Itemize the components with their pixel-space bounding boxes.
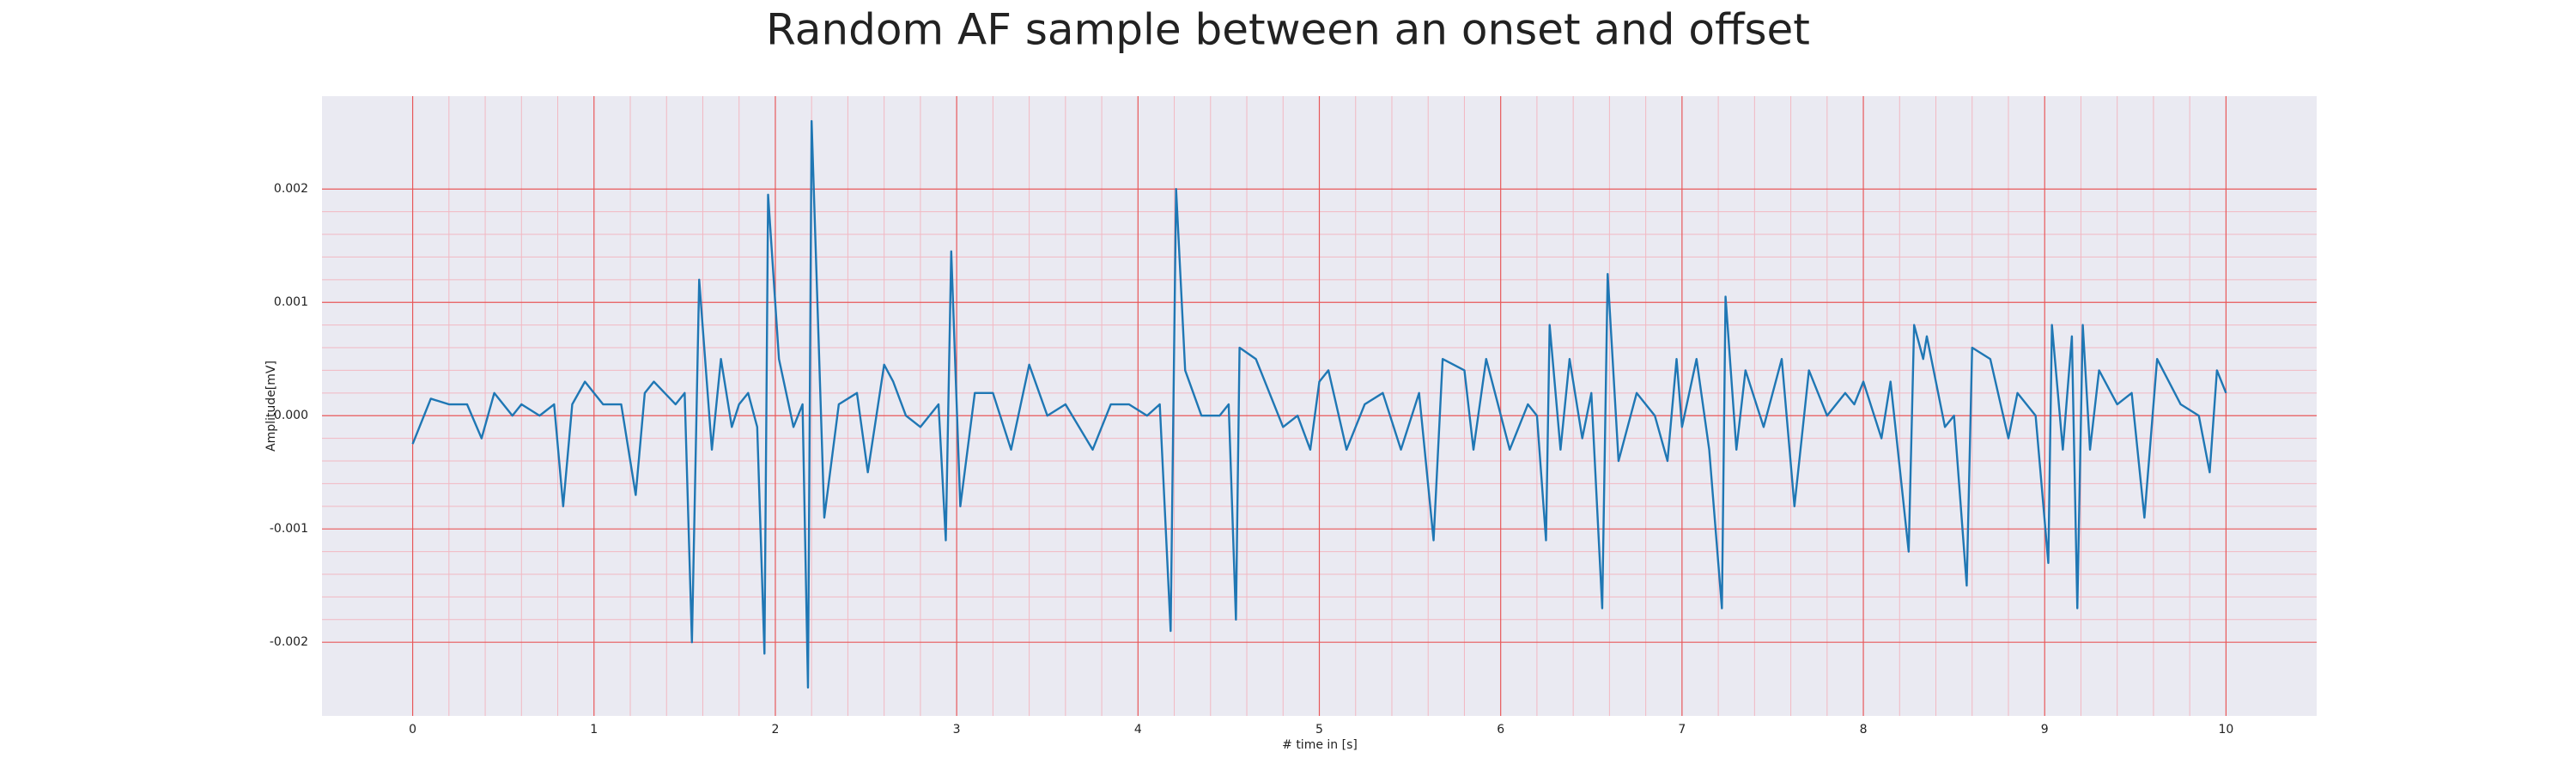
x-tick-label: 9 xyxy=(2041,723,2049,737)
y-axis-label: Amplitude[mV] xyxy=(264,361,278,452)
x-tick-label: 0 xyxy=(409,723,416,737)
y-tick-label: -0.002 xyxy=(270,635,308,649)
x-tick-label: 4 xyxy=(1134,723,1142,737)
x-tick-label: 1 xyxy=(590,723,598,737)
y-tick-label: 0.000 xyxy=(274,409,308,422)
y-tick-label: 0.002 xyxy=(274,182,308,196)
x-tick-label: 6 xyxy=(1497,723,1504,737)
x-tick-label: 8 xyxy=(1860,723,1868,737)
x-axis-label: # time in [s] xyxy=(1282,738,1358,752)
y-tick-label: -0.001 xyxy=(270,522,308,536)
x-tick-label: 7 xyxy=(1678,723,1686,737)
x-tick-label: 2 xyxy=(771,723,779,737)
x-tick-label: 10 xyxy=(2218,723,2233,737)
chart-title: Random AF sample between an onset and of… xyxy=(766,5,1810,55)
x-tick-label: 5 xyxy=(1315,723,1323,737)
signal-line xyxy=(411,119,2227,689)
y-tick-label: 0.001 xyxy=(274,295,308,309)
x-tick-label: 3 xyxy=(953,723,961,737)
